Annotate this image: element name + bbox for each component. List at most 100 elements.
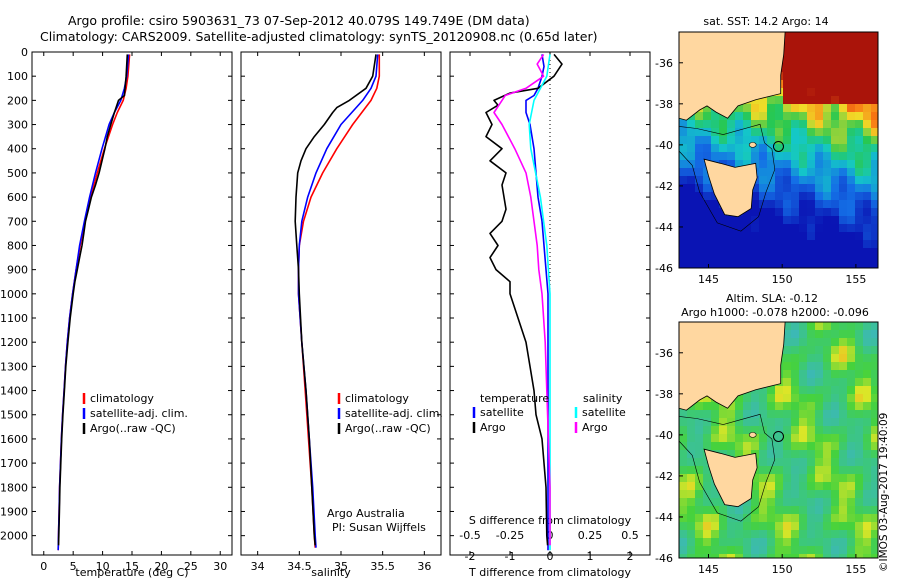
field-cell: [815, 96, 824, 105]
field-cell: [839, 378, 848, 387]
field-cell: [767, 192, 776, 201]
field-cell: [863, 426, 872, 435]
field-cell: [855, 136, 864, 145]
field-cell: [863, 474, 872, 483]
field-cell: [839, 322, 848, 331]
field-cell: [735, 256, 744, 265]
field-cell: [815, 434, 824, 443]
field-cell: [847, 80, 856, 89]
field-cell: [759, 120, 768, 129]
field-cell: [711, 442, 720, 451]
field-cell: [767, 498, 776, 507]
field-cell: [863, 530, 872, 539]
S-xtick-label: -0.25: [496, 529, 524, 542]
field-cell: [823, 530, 832, 539]
field-cell: [815, 346, 824, 355]
field-cell: [703, 192, 712, 201]
field-cell: [831, 40, 840, 49]
field-cell: [847, 394, 856, 403]
field-cell: [743, 410, 752, 419]
field-cell: [839, 530, 848, 539]
field-cell: [751, 402, 760, 411]
field-cell: [767, 514, 776, 523]
field-cell: [751, 474, 760, 483]
field-cell: [815, 80, 824, 89]
field-cell: [743, 256, 752, 265]
field-cell: [839, 370, 848, 379]
field-cell: [695, 434, 704, 443]
field-cell: [791, 522, 800, 531]
salinity-series-black: [294, 54, 377, 546]
field-cell: [791, 426, 800, 435]
field-cell: [735, 104, 744, 113]
field-cell: [679, 418, 688, 427]
field-cell: [799, 240, 808, 249]
field-cell: [711, 224, 720, 233]
field-cell: [855, 482, 864, 491]
field-cell: [791, 418, 800, 427]
field-cell: [815, 224, 824, 233]
S-xtick-label: -0.5: [459, 529, 480, 542]
field-cell: [775, 136, 784, 145]
field-cell: [847, 152, 856, 161]
field-cell: [855, 56, 864, 65]
field-cell: [759, 248, 768, 257]
field-cell: [863, 482, 872, 491]
field-cell: [775, 394, 784, 403]
field-cell: [727, 442, 736, 451]
field-cell: [759, 402, 768, 411]
field-cell: [695, 530, 704, 539]
field-cell: [815, 338, 824, 347]
field-cell: [871, 410, 878, 419]
field-cell: [855, 434, 864, 443]
field-cell: [855, 240, 864, 249]
field-cell: [751, 418, 760, 427]
field-cell: [839, 346, 848, 355]
field-cell: [687, 200, 696, 209]
field-cell: [855, 168, 864, 177]
field-cell: [719, 136, 728, 145]
depth-tick-label: 900: [7, 264, 28, 277]
field-cell: [687, 498, 696, 507]
field-cell: [695, 216, 704, 225]
map-ytick-label: -42: [655, 180, 673, 193]
field-cell: [799, 498, 808, 507]
field-cell: [791, 80, 800, 89]
field-cell: [735, 136, 744, 145]
diff-series-black: [485, 53, 563, 546]
field-cell: [743, 104, 752, 113]
field-cell: [791, 498, 800, 507]
field-cell: [839, 96, 848, 105]
field-cell: [679, 152, 688, 161]
field-cell: [703, 208, 712, 217]
sla_map-group: 145 150 155 -36 -38 -40 -42 -44 -46: [655, 321, 879, 576]
title-line-1: Argo profile: csiro 5903631_73 07-Sep-20…: [68, 13, 530, 28]
field-cell: [807, 168, 816, 177]
field-cell: [687, 152, 696, 161]
field-cell: [871, 160, 878, 169]
field-cell: [807, 120, 816, 129]
field-cell: [855, 402, 864, 411]
field-cell: [815, 216, 824, 225]
field-cell: [855, 216, 864, 225]
field-cell: [735, 418, 744, 427]
field-cell: [703, 144, 712, 153]
field-cell: [759, 208, 768, 217]
field-cell: [767, 466, 776, 475]
field-cell: [791, 208, 800, 217]
field-cell: [807, 530, 816, 539]
field-cell: [687, 466, 696, 475]
field-cell: [831, 32, 840, 41]
field-cell: [727, 160, 736, 169]
field-cell: [855, 346, 864, 355]
field-cell: [863, 48, 872, 57]
field-cell: [847, 474, 856, 483]
field-cell: [823, 338, 832, 347]
field-cell: [791, 402, 800, 411]
field-cell: [823, 394, 832, 403]
field-cell: [703, 474, 712, 483]
field-cell: [783, 72, 792, 81]
field-cell: [703, 522, 712, 531]
field-cell: [703, 264, 712, 268]
temperature-legend-2-label: Argo(..raw -QC): [90, 422, 176, 435]
